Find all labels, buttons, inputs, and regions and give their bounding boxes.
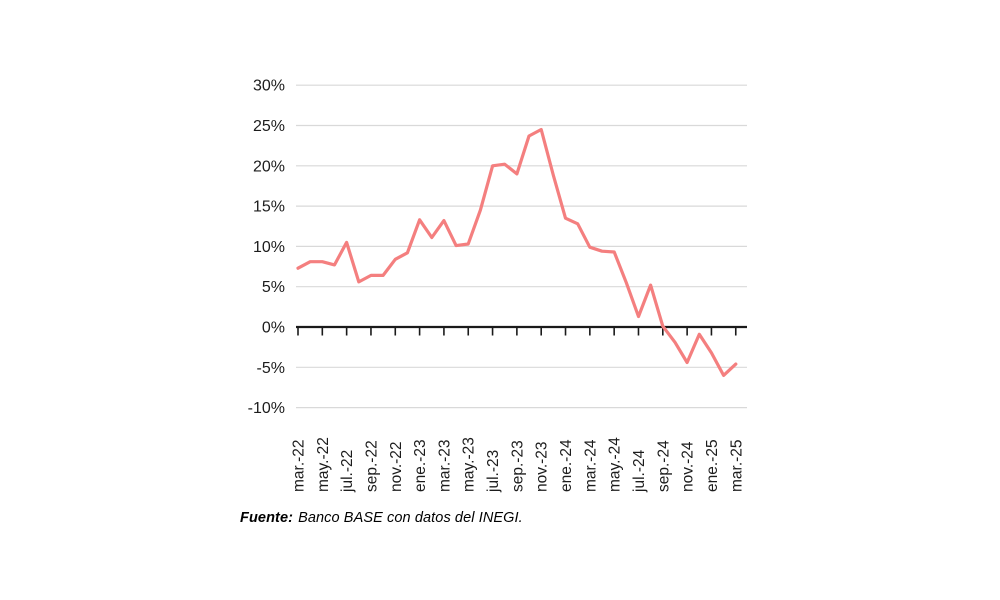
source-note: Fuente: Banco BASE con datos del INEGI. <box>240 510 523 526</box>
y-tick-label: -10% <box>248 400 285 417</box>
x-tick-label: sep.-22 <box>363 440 380 492</box>
x-tick-label: may.-24 <box>607 437 624 492</box>
y-tick-label: 0% <box>262 320 285 337</box>
x-tick-label: jul.-22 <box>339 450 356 493</box>
x-tick-label: ene.-23 <box>412 439 429 492</box>
x-tick-label: may.-23 <box>461 437 478 492</box>
y-tick-label: 10% <box>253 239 285 256</box>
x-tick-label: ene.-25 <box>704 439 721 492</box>
x-tick-label: mar.-24 <box>582 439 599 492</box>
x-tick-label: mar.-23 <box>436 439 453 492</box>
x-tick-label: nov.-23 <box>534 441 551 492</box>
x-tick-label: ene.-24 <box>558 439 575 492</box>
y-tick-label: 25% <box>253 118 285 135</box>
x-tick-label: sep.-23 <box>509 440 526 492</box>
x-tick-label: nov.-22 <box>388 441 405 492</box>
gridlines <box>296 84 747 409</box>
source-label: Fuente: <box>240 510 294 526</box>
y-tick-label: 20% <box>253 158 285 175</box>
y-tick-label: -5% <box>257 360 285 377</box>
x-tick-label: jul.-23 <box>485 450 502 493</box>
source-text: Banco BASE con datos del INEGI. <box>298 510 523 526</box>
y-tick-label: 5% <box>262 279 285 296</box>
x-tick-label: mar.-22 <box>291 439 308 492</box>
series-line <box>296 127 738 377</box>
y-axis-labels: 30% 25% 20% 15% 10% 5% 0% -5% -10% <box>248 78 285 417</box>
x-axis-ticks <box>297 328 737 336</box>
x-tick-label: jul.-24 <box>631 449 648 493</box>
x-tick-label: mar.-25 <box>728 439 745 492</box>
x-axis-labels: mar.-22 may.-22 jul.-22 sep.-22 nov.-22 ene.-… <box>291 437 746 493</box>
data-line <box>296 127 738 377</box>
y-tick-label: 30% <box>253 78 285 95</box>
x-tick-label: may.-22 <box>315 437 332 492</box>
y-tick-label: 15% <box>253 199 285 216</box>
x-tick-label: nov.-24 <box>680 441 697 492</box>
x-tick-label: sep.-24 <box>655 440 672 492</box>
